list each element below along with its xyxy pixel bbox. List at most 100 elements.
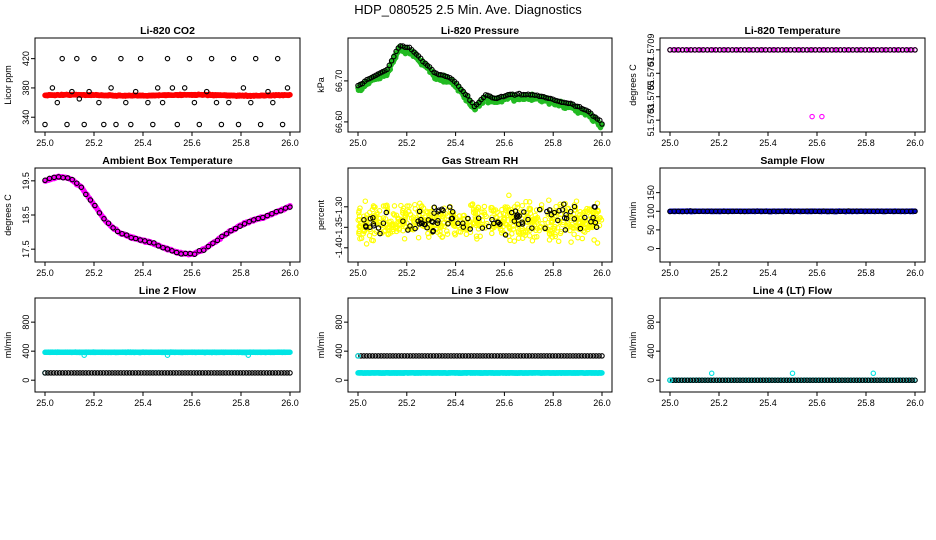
data-point xyxy=(673,47,679,53)
data-point xyxy=(391,212,398,218)
data-point xyxy=(818,377,825,383)
data-point xyxy=(554,225,561,231)
data-point xyxy=(474,353,480,359)
data-point xyxy=(205,370,212,376)
data-point xyxy=(461,212,467,219)
data-point xyxy=(382,227,388,234)
data-point xyxy=(856,47,862,53)
data-point xyxy=(237,370,244,376)
y-tick-label: 150 xyxy=(646,185,656,200)
data-point xyxy=(555,238,562,245)
data-point xyxy=(868,377,875,383)
data-point xyxy=(101,121,107,128)
data-point xyxy=(121,370,127,376)
data-point xyxy=(422,221,428,228)
data-point xyxy=(795,377,802,383)
data-point xyxy=(696,377,702,383)
data-point xyxy=(778,377,784,383)
data-point xyxy=(135,370,142,376)
y-tick-label: 380 xyxy=(21,80,31,95)
data-point xyxy=(366,209,373,216)
data-point xyxy=(789,370,796,377)
data-point xyxy=(893,47,900,53)
data-point xyxy=(506,225,513,231)
y-tick-label: 51.5705 xyxy=(646,80,656,113)
data-point xyxy=(880,377,886,383)
data-point xyxy=(440,207,446,214)
data-point xyxy=(476,217,482,224)
data-point xyxy=(587,353,594,359)
x-tick-label: 25.6 xyxy=(183,398,201,408)
data-point xyxy=(383,209,390,216)
data-point xyxy=(228,227,234,234)
data-point xyxy=(363,353,370,359)
data-point xyxy=(909,377,915,383)
data-point xyxy=(174,121,181,128)
data-point xyxy=(479,225,486,231)
data-point xyxy=(270,99,276,106)
data-point xyxy=(506,233,512,239)
data-point xyxy=(912,377,918,383)
data-points xyxy=(667,370,918,383)
data-point xyxy=(375,225,382,231)
data-points xyxy=(355,353,605,376)
data-point xyxy=(412,225,418,232)
data-point xyxy=(369,237,375,243)
data-point xyxy=(881,47,887,53)
data-point xyxy=(389,223,396,229)
data-point xyxy=(524,210,530,217)
plot-frame xyxy=(347,167,613,263)
data-point xyxy=(552,353,559,359)
data-point xyxy=(472,209,479,215)
data-point xyxy=(559,207,566,213)
data-point xyxy=(193,370,200,376)
data-point xyxy=(529,219,536,225)
data-point xyxy=(358,353,364,359)
data-point xyxy=(132,370,139,376)
data-point xyxy=(760,377,767,383)
data-point xyxy=(874,377,880,383)
x-tick-label: 25.8 xyxy=(857,268,875,278)
chart-title: Li-820 CO2 xyxy=(140,25,195,37)
data-point xyxy=(80,370,86,376)
data-point xyxy=(831,47,838,53)
data-point xyxy=(536,206,543,213)
data-point xyxy=(576,353,582,359)
y-tick-label: 100 xyxy=(646,204,656,219)
data-point xyxy=(49,85,56,91)
data-point xyxy=(372,353,379,359)
data-point xyxy=(278,370,285,376)
data-point xyxy=(362,198,369,204)
chart-panel: Li-820 Temperature 25.0 25.2 25.4 25.6 25.8 26… xyxy=(628,25,926,148)
data-point xyxy=(816,377,822,383)
y-tick-label: -1.35 xyxy=(334,217,344,238)
data-point xyxy=(807,377,813,383)
data-point xyxy=(154,85,161,91)
data-point xyxy=(412,206,419,212)
data-point xyxy=(96,99,102,106)
y-tick-label: 50 xyxy=(646,225,656,235)
data-point xyxy=(842,377,848,383)
y-axis-label: ml/min xyxy=(628,332,638,359)
data-point xyxy=(459,353,466,359)
data-point xyxy=(515,214,521,220)
data-point xyxy=(519,202,526,209)
data-point xyxy=(868,47,875,53)
data-point xyxy=(449,209,456,215)
data-point xyxy=(430,219,436,225)
data-point xyxy=(481,209,487,215)
data-point xyxy=(210,240,216,246)
data-point xyxy=(448,215,455,222)
data-point xyxy=(366,353,373,359)
data-point xyxy=(844,47,850,53)
data-point xyxy=(69,88,75,95)
data-point xyxy=(564,353,570,359)
data-point xyxy=(549,234,556,240)
data-point xyxy=(65,370,72,376)
data-point xyxy=(258,370,264,376)
data-point xyxy=(64,175,71,181)
data-point xyxy=(150,121,156,128)
data-point xyxy=(386,62,393,69)
data-point xyxy=(527,205,534,212)
data-point xyxy=(113,121,119,128)
